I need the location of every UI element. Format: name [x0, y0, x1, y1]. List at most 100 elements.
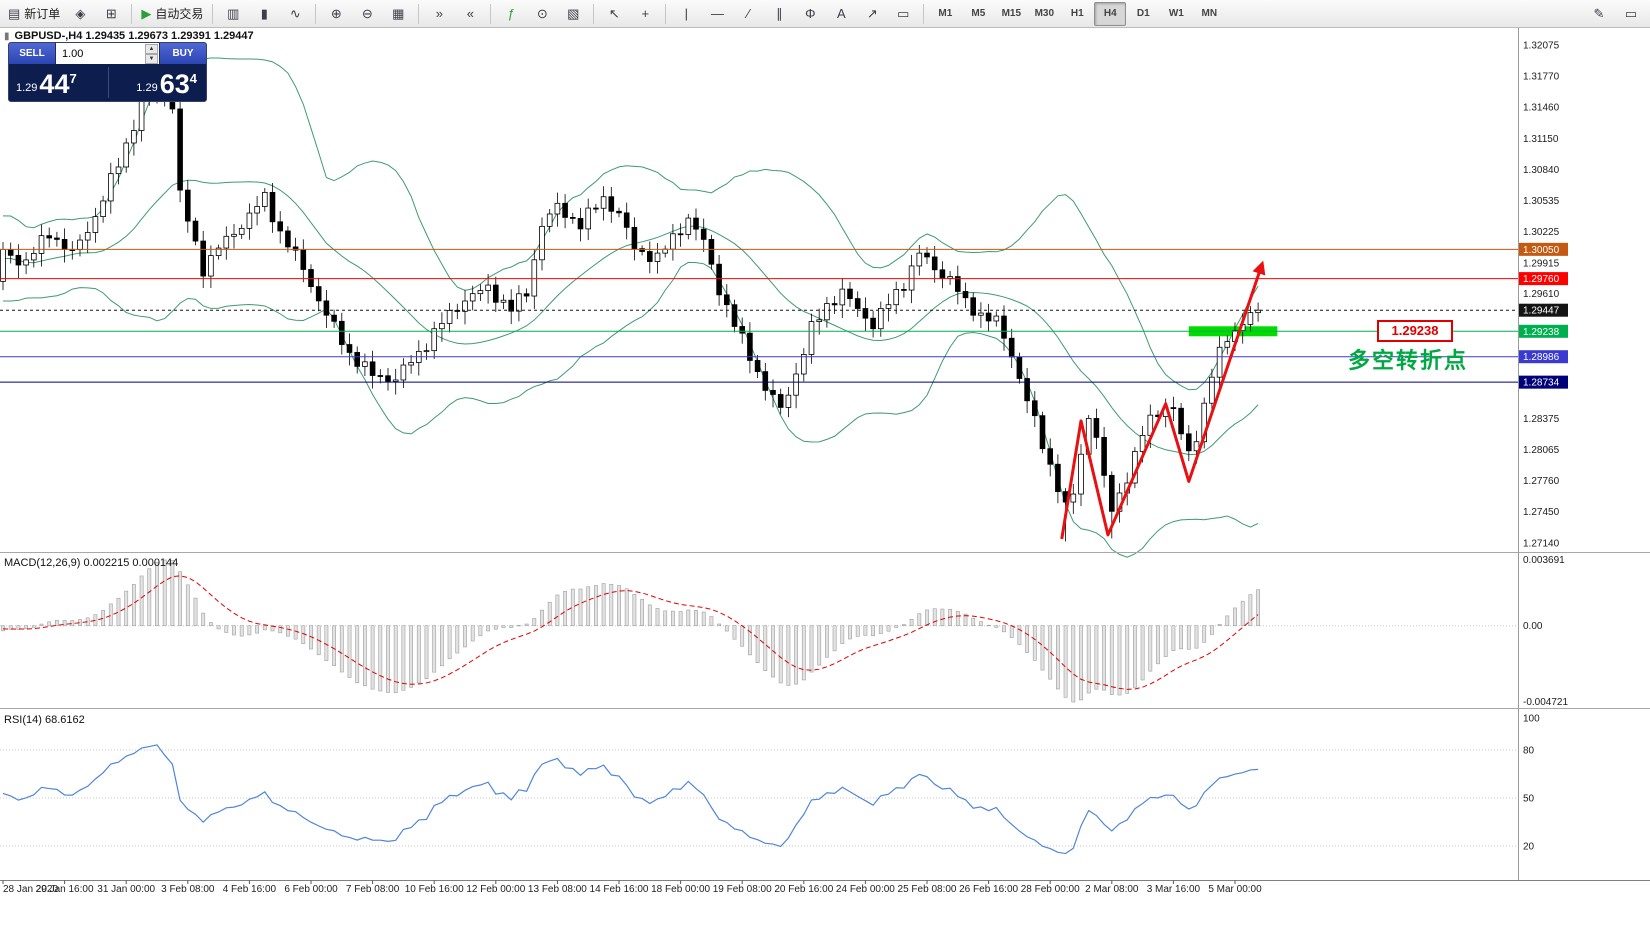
vertical-line-button[interactable]: |	[671, 2, 701, 26]
candle-chart-button[interactable]: ▮	[249, 2, 279, 26]
candlesticks	[0, 47, 1261, 542]
chart-panel-button[interactable]: ◈	[65, 2, 95, 26]
shapes-tool-button[interactable]: ▭	[888, 2, 918, 26]
toolbar-separator	[490, 3, 492, 24]
toolbar: ▤ 新订单 ◈ ⊞ ▶ 自动交易 ▥ ▮ ∿ ⊕ ⊖ ▦ » « ƒ ⊙ ▧ ↖ + | — ∕ ∥ Φ A ↗ ▭ M1 M5 M15 M…	[0, 0, 1650, 28]
bar-chart-button[interactable]: ▥	[218, 2, 248, 26]
toolbar-separator	[315, 3, 317, 24]
svg-text:1.27140: 1.27140	[1523, 539, 1560, 550]
buy-price-small: 1.29	[136, 82, 158, 94]
timeframe-m30-button[interactable]: M30	[1034, 8, 1055, 19]
channel-icon: ∥	[776, 6, 783, 21]
trendline-icon: ∕	[747, 6, 750, 21]
timeframe-m15-button[interactable]: M15	[1001, 8, 1022, 19]
crosshair-button[interactable]: +	[630, 2, 660, 26]
sell-price[interactable]: 1.29 44 7	[9, 64, 104, 101]
periods-button[interactable]: ⊙	[527, 2, 557, 26]
svg-text:0.003691: 0.003691	[1523, 555, 1565, 566]
rsi-pane	[0, 744, 1518, 855]
svg-text:1.32075: 1.32075	[1523, 41, 1560, 52]
svg-text:4 Feb 16:00: 4 Feb 16:00	[223, 884, 277, 895]
svg-text:80: 80	[1523, 746, 1535, 757]
svg-text:1.31460: 1.31460	[1523, 103, 1560, 114]
fibonacci-icon: Φ	[805, 6, 816, 21]
fibonacci-button[interactable]: Φ	[795, 2, 825, 26]
price-annotation-text: 1.29238	[1392, 323, 1439, 338]
zoom-out-button[interactable]: ⊖	[352, 2, 382, 26]
svg-text:1.30225: 1.30225	[1523, 227, 1560, 238]
price-annotation-box[interactable]	[1377, 320, 1453, 342]
svg-text:19 Feb 08:00: 19 Feb 08:00	[713, 884, 772, 895]
rsi-label: RSI(14) 68.6162	[4, 714, 85, 726]
volume-input[interactable]	[56, 43, 159, 64]
chart-shift-icon: «	[466, 6, 474, 21]
timeframe-d1-button[interactable]: D1	[1136, 8, 1150, 19]
trend-arrow[interactable]	[1060, 260, 1266, 540]
svg-text:20 Feb 16:00: 20 Feb 16:00	[774, 884, 833, 895]
timeframe-mn-button[interactable]: MN	[1201, 8, 1218, 19]
zoom-in-button[interactable]: ⊕	[321, 2, 351, 26]
zoom-out-icon: ⊖	[361, 6, 373, 21]
channel-button[interactable]: ∥	[764, 2, 794, 26]
toolbar-separator	[665, 3, 667, 24]
text-tool-button[interactable]: A	[826, 2, 856, 26]
volume-down-button[interactable]: ▼	[145, 54, 158, 64]
auto-scroll-button[interactable]: »	[424, 2, 454, 26]
window-button[interactable]: ▭	[1624, 5, 1638, 21]
timeframe-m5-button[interactable]: M5	[971, 8, 986, 19]
volume-spinner: ▲ ▼	[145, 44, 158, 64]
timeframe-m1-button[interactable]: M1	[938, 8, 953, 19]
chart-title-text: GBPUSD-,H4 1.29435 1.29673 1.29391 1.294…	[14, 30, 254, 42]
grid-button[interactable]: ▦	[383, 2, 413, 26]
sell-button[interactable]: SELL	[9, 43, 55, 64]
annotations[interactable]: 1.29238 多空转折点	[1060, 260, 1468, 540]
svg-text:1.31150: 1.31150	[1523, 134, 1559, 145]
horizontal-levels[interactable]	[0, 248, 1518, 383]
svg-text:5 Mar 00:00: 5 Mar 00:00	[1208, 884, 1262, 895]
svg-text:13 Feb 08:00: 13 Feb 08:00	[528, 884, 587, 895]
add-indicator-button[interactable]: ƒ	[496, 2, 526, 26]
svg-text:24 Feb 00:00: 24 Feb 00:00	[836, 884, 895, 895]
svg-text:3 Feb 08:00: 3 Feb 08:00	[161, 884, 215, 895]
buy-button[interactable]: BUY	[160, 43, 206, 64]
svg-text:7 Feb 08:00: 7 Feb 08:00	[346, 884, 400, 895]
svg-text:1.30840: 1.30840	[1523, 165, 1560, 176]
cursor-button[interactable]: ↖	[599, 2, 629, 26]
svg-text:50: 50	[1523, 794, 1535, 805]
svg-text:1.28986: 1.28986	[1523, 352, 1560, 363]
timeframe-h4-button[interactable]: H4	[1094, 1, 1127, 26]
svg-text:0.00: 0.00	[1523, 621, 1543, 632]
toolbar-buttons: ▤ 新订单 ◈ ⊞ ▶ 自动交易 ▥ ▮ ∿ ⊕ ⊖ ▦ » « ƒ ⊙ ▧ ↖ + | — ∕ ∥ Φ A ↗ ▭ M1 M5 M15 M…	[4, 1, 1225, 26]
chart-shift-button[interactable]: «	[455, 2, 485, 26]
trendline-button[interactable]: ∕	[733, 2, 763, 26]
volume-box: ▲ ▼	[55, 43, 160, 64]
market-watch-icon: ⊞	[105, 6, 117, 21]
volume-up-button[interactable]: ▲	[145, 44, 158, 54]
chart-window[interactable]: ▮ GBPUSD-,H4 1.29435 1.29673 1.29391 1.2…	[0, 28, 1650, 943]
chart-canvas[interactable]: 1.32075 1.31770 1.31460 1.31150 1.30840 1.305…	[0, 28, 1650, 943]
bar-chart-icon: ▥	[227, 6, 240, 21]
one-click-trading-panel: SELL ▲ ▼ BUY 1.29 44 7 1.29	[8, 42, 207, 102]
templates-button[interactable]: ▧	[558, 2, 588, 26]
horizontal-line-icon: —	[710, 6, 724, 21]
svg-text:1.30050: 1.30050	[1523, 245, 1560, 256]
svg-text:6 Feb 00:00: 6 Feb 00:00	[284, 884, 338, 895]
timeframe-h1-button[interactable]: H1	[1070, 8, 1084, 19]
autotrading-button[interactable]: ▶ 自动交易	[137, 2, 207, 26]
turning-point-annotation[interactable]: 多空转折点	[1348, 348, 1468, 373]
buy-price[interactable]: 1.29 63 4	[104, 64, 206, 101]
market-watch-button[interactable]: ⊞	[96, 2, 126, 26]
new-order-button[interactable]: ▤ 新订单	[4, 2, 64, 26]
line-chart-button[interactable]: ∿	[280, 2, 310, 26]
svg-text:12 Feb 00:00: 12 Feb 00:00	[466, 884, 525, 895]
arrows-tool-button[interactable]: ↗	[857, 2, 887, 26]
svg-text:20: 20	[1523, 842, 1535, 853]
horizontal-line-button[interactable]: —	[702, 2, 732, 26]
price-divider	[107, 67, 109, 98]
timeframe-w1-button[interactable]: W1	[1168, 8, 1184, 19]
autotrading-label: 自动交易	[155, 7, 204, 21]
edit-button[interactable]: ✎	[1593, 5, 1605, 21]
shapes-tool-icon: ▭	[897, 6, 910, 21]
svg-text:14 Feb 16:00: 14 Feb 16:00	[590, 884, 649, 895]
